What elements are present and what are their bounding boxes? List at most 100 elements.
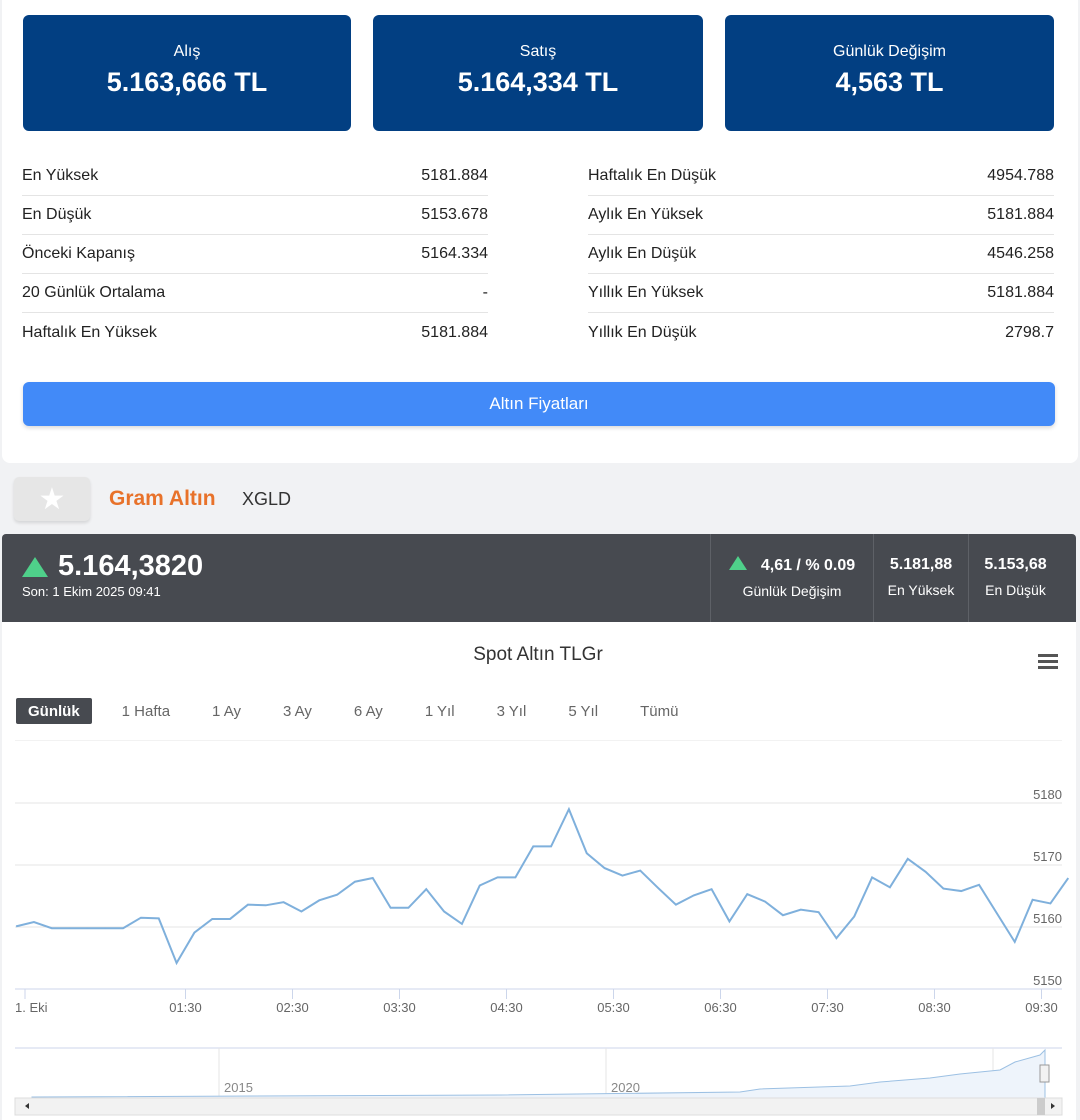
x-tick-label: 06:30: [704, 1000, 737, 1015]
data-point: [889, 886, 891, 888]
high-value: 5.181,88: [889, 556, 953, 573]
data-point: [33, 921, 35, 923]
daily-change-label: Günlük Değişim: [742, 583, 842, 599]
stat-label: En Düşük: [22, 206, 92, 223]
data-point: [1067, 877, 1069, 879]
price-summary-panel: Alış 5.163,666 TL Satış 5.164,334 TL Günlü…: [2, 0, 1078, 463]
chart-title: Spot Altın TLGr: [473, 644, 603, 665]
range-daily[interactable]: Günlük: [16, 698, 92, 724]
stat-row: Aylık En Düşük 4546.258: [588, 235, 1054, 274]
range-3-years[interactable]: 3 Yıl: [496, 702, 527, 720]
stat-value: 4954.788: [987, 167, 1054, 184]
scrollbar-thumb[interactable]: [1037, 1098, 1045, 1115]
data-point: [461, 923, 463, 925]
stat-label: Yıllık En Düşük: [588, 323, 697, 341]
x-tick-label: 05:30: [597, 1000, 630, 1015]
daily-change-card: Günlük Değişim 4,563 TL: [725, 15, 1054, 131]
data-point: [407, 907, 409, 909]
stat-row: En Yüksek 5181.884: [22, 157, 488, 196]
scroll-right-icon[interactable]: [1051, 1103, 1055, 1109]
high-cell: 5.181,88 En Yüksek: [873, 534, 968, 622]
stat-row: Önceki Kapanış 5164.334: [22, 235, 488, 274]
x-tick-label: 09:30: [1025, 1000, 1058, 1015]
last-price: 5.164,3820: [58, 550, 204, 582]
data-point: [1014, 941, 1016, 943]
daily-change: 4,61 / % 0.09: [760, 557, 856, 574]
data-point: [300, 911, 302, 913]
data-point: [514, 876, 516, 878]
up-arrow-icon: [22, 556, 48, 577]
data-point: [871, 876, 873, 878]
data-point: [104, 927, 106, 929]
stat-label: Önceki Kapanış: [22, 245, 135, 262]
data-point: [193, 932, 195, 934]
data-point: [675, 904, 677, 906]
data-point: [728, 920, 730, 922]
stat-row: 20 Günlük Ortalama -: [22, 274, 488, 313]
chart-panel: [2, 622, 1076, 1120]
scroll-left-icon[interactable]: [25, 1103, 29, 1109]
data-point: [86, 927, 88, 929]
data-point: [907, 858, 909, 860]
sell-label: Satış: [519, 43, 557, 60]
range-5-years[interactable]: 5 Yıl: [568, 702, 599, 720]
data-point: [604, 867, 606, 869]
x-tick-label: 1. Eki: [15, 1000, 48, 1015]
range-1-month[interactable]: 1 Ay: [212, 702, 241, 720]
data-point: [835, 937, 837, 939]
data-point: [425, 888, 427, 890]
x-tick-label: 03:30: [383, 1000, 416, 1015]
stat-value: 2798.7: [1005, 323, 1054, 341]
favorite-button[interactable]: ★: [14, 477, 90, 521]
buy-value: 5.163,666 TL: [106, 67, 268, 97]
data-point: [247, 904, 249, 906]
data-point: [372, 877, 374, 879]
data-point: [621, 875, 623, 877]
stat-value: 5181.884: [987, 284, 1054, 301]
data-point: [942, 888, 944, 890]
price-chart[interactable]: 5150 5160 5170 5180 1. Eki 01:30 02:30 03:30 04:…: [0, 740, 1080, 1120]
chart-menu-icon[interactable]: [1038, 654, 1058, 672]
stat-row: Yıllık En Yüksek 5181.884: [588, 274, 1054, 313]
stat-value: 5181.884: [421, 167, 488, 184]
data-point: [51, 927, 53, 929]
data-point: [746, 893, 748, 895]
x-tick-label: 04:30: [490, 1000, 523, 1015]
data-point: [657, 887, 659, 889]
stat-row: Haftalık En Yüksek 5181.884: [22, 313, 488, 352]
y-tick-label: 5160: [1033, 911, 1062, 926]
scrollbar-track[interactable]: [14, 1097, 1063, 1116]
range-3-months[interactable]: 3 Ay: [282, 702, 312, 720]
data-point: [532, 845, 534, 847]
navigator-handle[interactable]: [1039, 1064, 1050, 1083]
low-value: 5.153,68: [984, 556, 1047, 573]
data-point: [443, 911, 445, 913]
up-arrow-icon: [728, 556, 747, 570]
data-point: [693, 894, 695, 896]
sell-card: Satış 5.164,334 TL: [373, 15, 703, 131]
x-tick-label: 02:30: [276, 1000, 309, 1015]
data-point: [586, 852, 588, 854]
data-point: [1049, 902, 1051, 904]
instrument-symbol: XGLD: [242, 489, 292, 509]
range-1-year[interactable]: 1 Yıl: [424, 702, 455, 720]
data-point: [925, 871, 927, 873]
range-1-week[interactable]: 1 Hafta: [121, 702, 171, 720]
range-all[interactable]: Tümü: [640, 702, 679, 720]
range-6-months[interactable]: 6 Ay: [353, 702, 383, 720]
stat-label: Haftalık En Düşük: [588, 167, 717, 184]
daily-change-cell: 4,61 / % 0.09 Günlük Değişim: [710, 534, 873, 622]
data-point: [140, 917, 142, 919]
data-point: [265, 904, 267, 906]
y-tick-label: 5150: [1033, 973, 1062, 988]
data-point: [69, 927, 71, 929]
stat-row: Haftalık En Düşük 4954.788: [588, 157, 1054, 196]
stat-label: En Yüksek: [22, 167, 99, 184]
x-tick-label: 07:30: [811, 1000, 844, 1015]
gold-prices-button[interactable]: Altın Fiyatları: [23, 382, 1055, 426]
data-point: [782, 914, 784, 916]
data-point: [639, 870, 641, 872]
stat-value: 5153.678: [421, 206, 488, 223]
sell-value: 5.164,334 TL: [457, 67, 619, 97]
data-point: [818, 911, 820, 913]
